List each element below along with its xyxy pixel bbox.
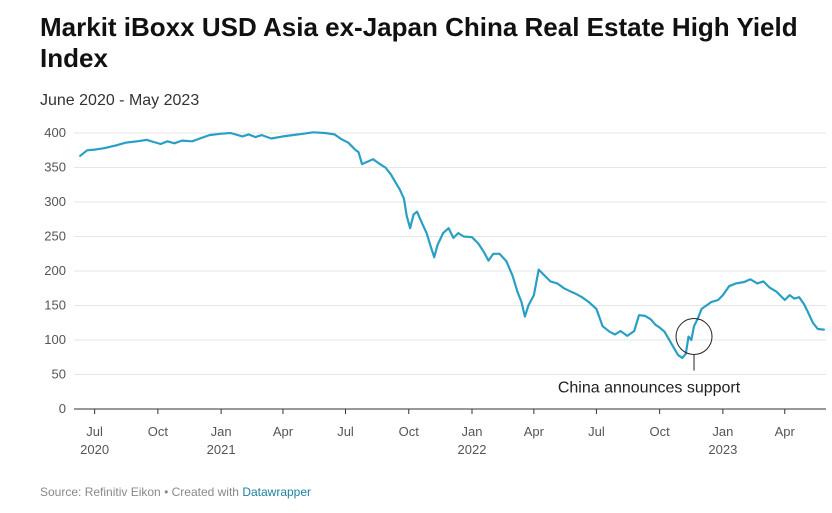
footer-separator: • (160, 485, 172, 499)
y-tick-label: 400 (44, 125, 66, 140)
y-tick-label: 200 (44, 263, 66, 278)
x-tick-label: Jul (588, 424, 605, 439)
y-tick-label: 50 (52, 367, 66, 382)
annotation-label: China announces support (558, 380, 741, 397)
footer: Source: Refinitiv Eikon • Created with D… (40, 485, 311, 499)
x-tick-label: Apr (775, 424, 796, 439)
chart-subtitle: June 2020 - May 2023 (40, 92, 200, 109)
x-tick-label: Apr (524, 424, 545, 439)
x-tick-year-label: 2020 (80, 442, 109, 457)
y-tick-label: 250 (44, 229, 66, 244)
x-tick-label: Jan (712, 424, 733, 439)
x-tick-label: Apr (273, 424, 294, 439)
y-tick-label: 300 (44, 194, 66, 209)
y-tick-label: 100 (44, 332, 66, 347)
y-axis-labels: 0 50 100 150 200 250 300 350 400 (44, 125, 66, 416)
x-tick-label: Oct (399, 424, 420, 439)
y-tick-label: 350 (44, 160, 66, 175)
line-chart: 0 50 100 150 200 250 300 350 400 Jul 2020 Oct Jan 20… (44, 125, 826, 457)
datawrapper-link[interactable]: Datawrapper (242, 485, 312, 499)
x-tick-year-label: 2022 (458, 442, 487, 457)
x-axis: Jul 2020 Oct Jan 2021 Apr Jul Oct Jan 2022 Apr Jul O… (80, 409, 796, 457)
x-tick-year-label: 2023 (708, 442, 737, 457)
x-tick-label: Jan (211, 424, 232, 439)
source-note: Source: Refinitiv Eikon (40, 485, 161, 499)
y-tick-label: 150 (44, 298, 66, 313)
x-tick-label: Jul (337, 424, 354, 439)
created-with-text: Created with (171, 485, 243, 499)
x-tick-label: Oct (148, 424, 169, 439)
y-tick-label: 0 (59, 401, 66, 416)
x-tick-year-label: 2021 (207, 442, 236, 457)
chart-title: Markit iBoxx USD Asia ex-Japan China Rea… (40, 12, 798, 73)
series-line (79, 131, 825, 359)
x-tick-label: Jul (86, 424, 103, 439)
x-tick-label: Jan (462, 424, 483, 439)
series-group (79, 131, 825, 359)
annotation-group: China announces support (558, 318, 741, 397)
gridlines (74, 132, 826, 410)
x-tick-label: Oct (650, 424, 671, 439)
